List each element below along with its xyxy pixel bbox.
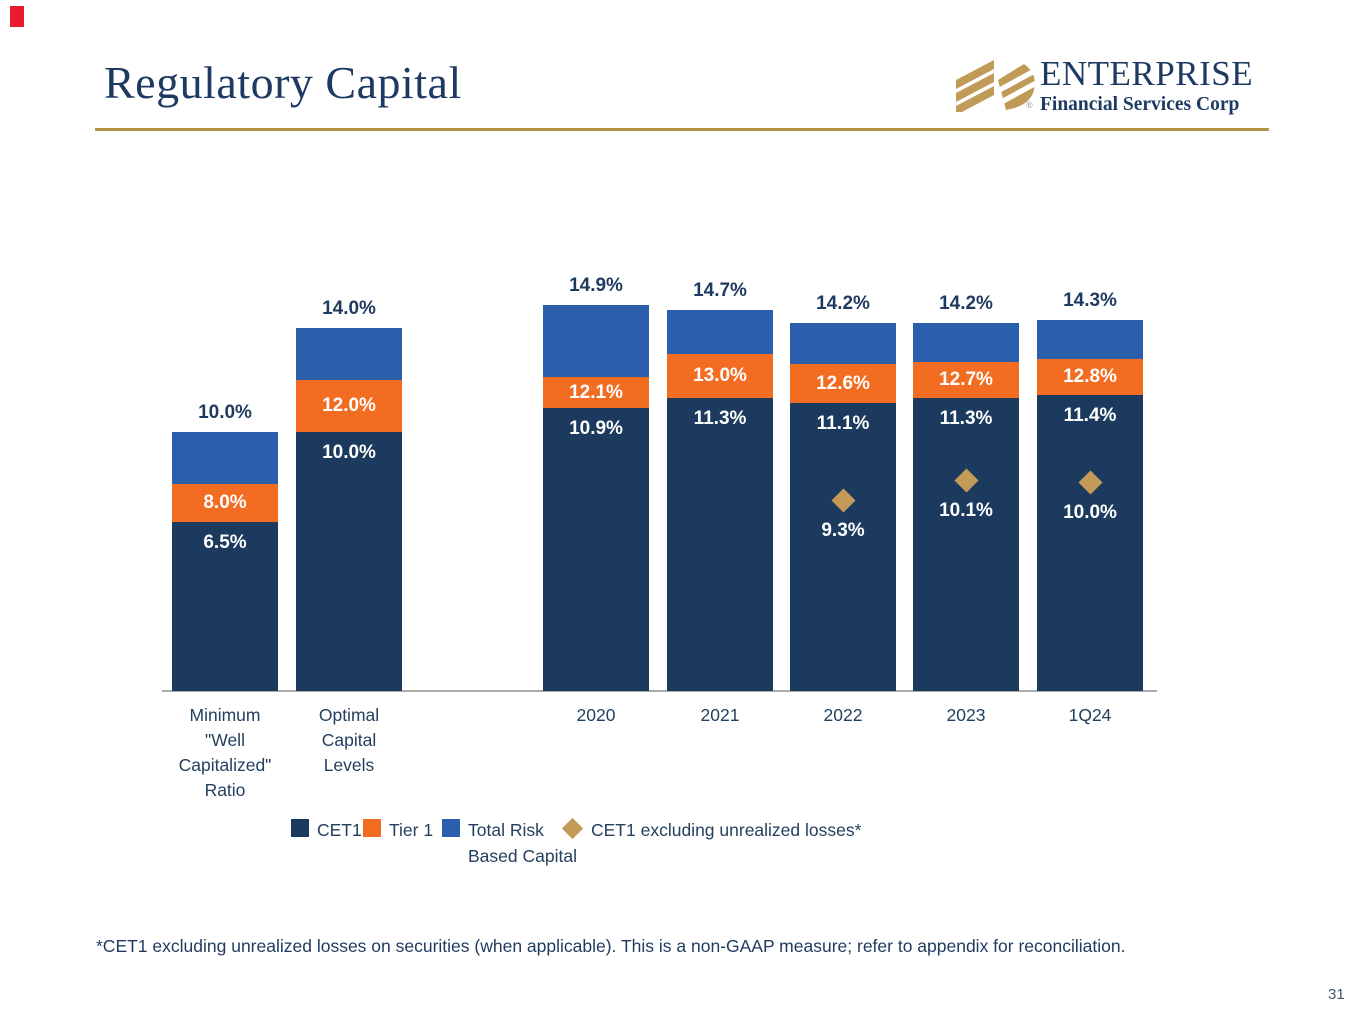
stacked-bar-chart: 10.0% 8.0% 6.5% Minimum "Well Capitalized" Rat… (162, 250, 1162, 800)
category-label: Optimal Capital Levels (282, 703, 416, 778)
segment-total-risk-based-capital (667, 309, 773, 354)
bar-total-label: 14.3% (1063, 290, 1117, 312)
bar-total-label: 14.2% (939, 292, 993, 314)
red-corner-marker (10, 6, 24, 27)
segment-total-risk-based-capital (790, 322, 896, 365)
segment-cet1: 11.1% (790, 403, 896, 691)
page-number: 31 (1328, 986, 1345, 1003)
registered-trademark: ® (1026, 100, 1033, 110)
stacked-bar: 14.3% 12.8% 11.4% 10.0% 1Q24 (1037, 290, 1143, 725)
footnote: *CET1 excluding unrealized losses on sec… (96, 936, 1126, 956)
x-axis-line (162, 690, 1157, 692)
segment-tier1: 12.8% (1037, 359, 1143, 396)
segment-cet1: 10.9% (543, 408, 649, 691)
category-label: 2023 (899, 703, 1033, 728)
category-label-line: Capital (321, 730, 377, 750)
segment-total-risk-based-capital (543, 304, 649, 378)
segment-cet1-label: 11.3% (693, 408, 747, 429)
category-label: 2022 (776, 703, 910, 728)
legend-label-line: Total Risk (468, 820, 544, 840)
segment-tier1-label: 12.8% (1063, 366, 1117, 388)
legend-label: Total Risk Based Capital (468, 817, 577, 869)
stacked-bar: 10.0% 8.0% 6.5% Minimum "Well Capitalized" Rat… (172, 402, 278, 800)
legend-square-swatch (442, 819, 460, 837)
bar-total-label: 14.7% (693, 279, 747, 301)
segment-cet1-label: 10.0% (322, 441, 376, 463)
segment-tier1-label: 12.0% (322, 394, 376, 416)
category-label-line: 1Q24 (1068, 705, 1112, 725)
marker-value-label: 10.0% (1063, 502, 1117, 524)
category-label-line: Capitalized" (178, 755, 272, 775)
segment-tier1: 12.6% (790, 364, 896, 404)
category-label: 2021 (653, 703, 787, 728)
segment-tier1-label: 13.0% (693, 364, 747, 386)
page-title: Regulatory Capital (104, 57, 462, 108)
category-label: Minimum "Well Capitalized" Ratio (158, 703, 292, 803)
marker-value-label: 9.3% (821, 520, 865, 542)
segment-tier1: 12.7% (913, 361, 1019, 398)
segment-tier1: 12.0% (296, 379, 402, 432)
stacked-bar: 14.2% 12.6% 11.1% 9.3% 2022 (790, 293, 896, 725)
segment-tier1: 13.0% (667, 353, 773, 398)
segment-total-risk-based-capital (172, 431, 278, 484)
segment-total-risk-based-capital (296, 327, 402, 380)
segment-cet1: 11.3% (667, 398, 773, 691)
segment-tier1: 8.0% (172, 483, 278, 523)
segment-cet1: 6.5% (172, 522, 278, 691)
segment-cet1-label: 11.3% (939, 407, 993, 429)
segment-cet1: 10.0% (296, 431, 402, 691)
segment-tier1: 12.1% (543, 377, 649, 409)
chart-legend: CET1 Tier 1 Total Risk Based Capital CET1 ex… (162, 817, 1172, 887)
legend-label-line: Tier 1 (389, 820, 434, 840)
bar-total-label: 14.0% (322, 297, 376, 319)
category-label-line: 2020 (576, 705, 616, 725)
segment-tier1-label: 12.1% (569, 381, 623, 403)
segment-cet1-label: 11.4% (1063, 405, 1117, 427)
category-label-line: Levels (323, 755, 375, 775)
segment-total-risk-based-capital (913, 322, 1019, 362)
segment-cet1-label: 6.5% (203, 532, 247, 554)
category-label-line: 2023 (946, 705, 986, 725)
logo-brand-name: ENTERPRISE (1040, 54, 1254, 93)
legend-label: CET1 (317, 817, 362, 843)
legend-square-swatch (363, 819, 381, 837)
category-label-line: 2022 (823, 705, 863, 725)
category-label-line: "Well (205, 730, 245, 750)
header-divider (95, 128, 1269, 131)
segment-cet1: 11.4% (1037, 395, 1143, 691)
bar-total-label: 14.2% (816, 292, 870, 314)
category-label-line: Ratio (204, 780, 246, 800)
legend-label-line: Based Capital (468, 846, 577, 866)
logo-subtitle: Financial Services Corp (1040, 94, 1240, 115)
segment-tier1-label: 12.6% (816, 372, 870, 394)
stacked-bar: 14.7% 13.0% 11.3% 2021 (667, 280, 773, 725)
segment-tier1-label: 12.7% (939, 368, 993, 390)
legend-label-line: CET1 excluding unrealized losses* (591, 820, 862, 840)
segment-cet1-label: 10.9% (569, 418, 623, 440)
legend-label-line: CET1 (317, 820, 362, 840)
marker-value-label: 10.1% (939, 499, 993, 521)
stacked-bar: 14.2% 12.7% 11.3% 10.1% 2023 (913, 293, 1019, 725)
category-label: 2020 (529, 703, 663, 728)
bar-total-label: 10.0% (198, 401, 252, 423)
legend-label: CET1 excluding unrealized losses* (591, 817, 861, 843)
segment-cet1: 11.3% (913, 397, 1019, 691)
segment-cet1-label: 11.1% (816, 413, 870, 435)
logo-text: ENTERPRISE Financial Services Corp (1040, 54, 1270, 116)
category-label: 1Q24 (1023, 703, 1157, 728)
category-label-line: Optimal (318, 705, 380, 725)
legend-label: Tier 1 (389, 817, 433, 843)
enterprise-stripes-icon (956, 60, 1036, 112)
stacked-bar: 14.9% 12.1% 10.9% 2020 (543, 275, 649, 725)
category-label-line: Minimum (189, 705, 261, 725)
stacked-bar: 14.0% 12.0% 10.0% Optimal Capital Levels (296, 298, 402, 775)
segment-tier1-label: 8.0% (203, 492, 247, 513)
bar-total-label: 14.9% (569, 274, 623, 296)
company-logo: ® ENTERPRISE Financial Services Corp (956, 54, 1270, 118)
category-label-line: 2021 (700, 705, 740, 725)
legend-square-swatch (291, 819, 309, 837)
segment-total-risk-based-capital (1037, 320, 1143, 360)
